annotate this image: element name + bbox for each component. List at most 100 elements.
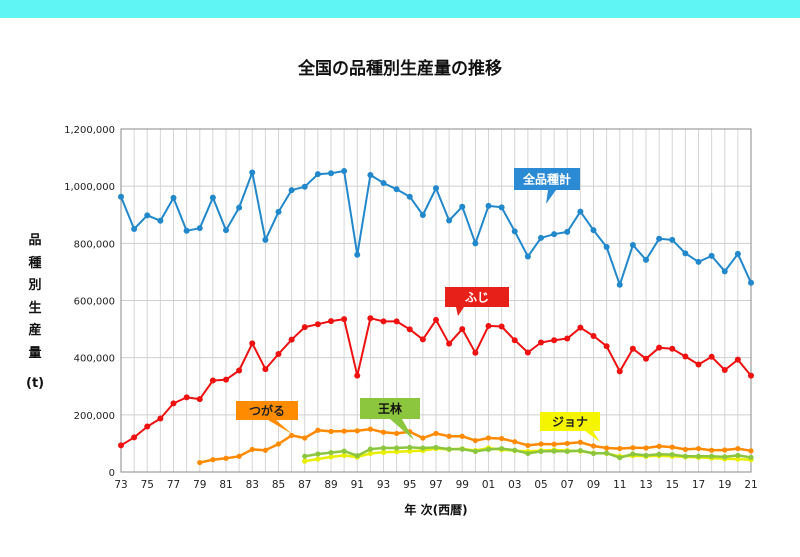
data-point bbox=[118, 442, 124, 449]
data-point bbox=[485, 322, 492, 329]
data-point bbox=[682, 453, 688, 459]
series-1 bbox=[118, 315, 754, 449]
y-ticks: 0 200,000 400,000 600,000 800,000 1,000,000 1,… bbox=[64, 125, 115, 479]
data-point bbox=[735, 452, 741, 459]
data-point bbox=[682, 250, 689, 257]
data-point bbox=[617, 445, 623, 452]
data-point bbox=[196, 225, 203, 232]
data-point bbox=[394, 430, 400, 437]
data-point bbox=[315, 456, 321, 462]
callout-fuji: ふじ bbox=[445, 287, 509, 316]
data-point bbox=[472, 437, 478, 444]
callout-box bbox=[236, 401, 298, 420]
chart-title: 全国の品種別生産量の推移 bbox=[298, 59, 502, 79]
y-tick-label: 800,000 bbox=[74, 239, 115, 250]
y-tick-label: 600,000 bbox=[74, 297, 115, 308]
data-point bbox=[748, 448, 754, 454]
data-point bbox=[446, 217, 453, 224]
callout-pointer bbox=[585, 431, 600, 442]
data-point bbox=[512, 439, 518, 445]
data-point bbox=[551, 441, 557, 447]
data-point bbox=[748, 279, 754, 286]
data-point bbox=[472, 349, 479, 356]
data-point bbox=[236, 453, 242, 459]
data-point bbox=[394, 449, 400, 455]
data-point bbox=[551, 448, 557, 454]
data-point bbox=[524, 349, 531, 356]
callout-pointer bbox=[268, 420, 292, 434]
y-axis-label-char: 種 bbox=[28, 255, 42, 271]
data-point bbox=[459, 446, 465, 452]
data-point bbox=[288, 336, 295, 343]
data-point bbox=[419, 336, 426, 343]
data-point bbox=[630, 445, 636, 451]
data-point bbox=[183, 394, 190, 401]
callout-label: 全品種計 bbox=[522, 172, 571, 187]
grid bbox=[120, 128, 752, 473]
data-point bbox=[472, 240, 479, 247]
data-point bbox=[314, 171, 321, 178]
data-point bbox=[183, 227, 190, 234]
data-point bbox=[394, 445, 400, 451]
callout-label: ふじ bbox=[465, 291, 489, 305]
data-point bbox=[288, 187, 295, 194]
data-point bbox=[367, 172, 374, 179]
x-tick-label: 97 bbox=[429, 479, 442, 491]
callout-box bbox=[540, 412, 600, 431]
data-point bbox=[406, 326, 413, 333]
data-point bbox=[249, 446, 255, 453]
data-point bbox=[420, 435, 426, 441]
data-point bbox=[433, 430, 439, 437]
data-point bbox=[643, 445, 649, 451]
data-point bbox=[708, 353, 715, 360]
data-point bbox=[380, 445, 387, 451]
data-point bbox=[695, 361, 702, 368]
data-point bbox=[590, 450, 597, 457]
data-point bbox=[262, 366, 269, 373]
data-point bbox=[564, 228, 571, 235]
y-tick-label: 1,000,000 bbox=[64, 182, 115, 193]
y-axis-label-unit: (t) bbox=[26, 376, 45, 391]
data-point bbox=[577, 439, 583, 445]
data-point bbox=[118, 193, 124, 200]
data-point bbox=[485, 202, 492, 209]
x-tick-label: 09 bbox=[587, 479, 600, 491]
x-tick-label: 91 bbox=[351, 479, 364, 491]
data-point bbox=[629, 242, 636, 249]
data-point bbox=[314, 321, 321, 328]
data-point bbox=[695, 258, 702, 265]
data-point bbox=[722, 454, 728, 460]
data-point bbox=[302, 458, 308, 464]
x-tick-label: 21 bbox=[744, 479, 757, 491]
x-tick-label: 19 bbox=[718, 479, 731, 491]
data-point bbox=[525, 442, 531, 449]
data-point bbox=[236, 204, 243, 211]
data-point bbox=[643, 452, 649, 459]
data-point bbox=[354, 453, 360, 459]
callout-pointer bbox=[546, 190, 556, 204]
x-tick-label: 83 bbox=[246, 479, 259, 491]
data-point bbox=[538, 339, 544, 346]
x-tick-label: 03 bbox=[508, 479, 521, 491]
callout-box bbox=[360, 398, 420, 419]
x-tick-label: 85 bbox=[272, 479, 285, 491]
data-point bbox=[262, 236, 269, 243]
x-tick-label: 75 bbox=[141, 479, 154, 491]
data-point bbox=[144, 423, 151, 430]
data-point bbox=[656, 235, 663, 242]
data-point bbox=[498, 204, 505, 211]
data-point bbox=[341, 316, 348, 323]
data-point bbox=[656, 344, 663, 351]
data-point bbox=[524, 253, 531, 260]
data-point bbox=[695, 445, 702, 452]
data-point bbox=[538, 448, 544, 455]
x-tick-label: 93 bbox=[377, 479, 390, 491]
data-point bbox=[131, 434, 138, 441]
data-point bbox=[144, 212, 151, 219]
y-axis-label: 品 種 別 生 産 量 (t) bbox=[26, 230, 44, 396]
data-point bbox=[341, 428, 347, 434]
data-point bbox=[223, 376, 229, 383]
data-point bbox=[472, 448, 478, 455]
